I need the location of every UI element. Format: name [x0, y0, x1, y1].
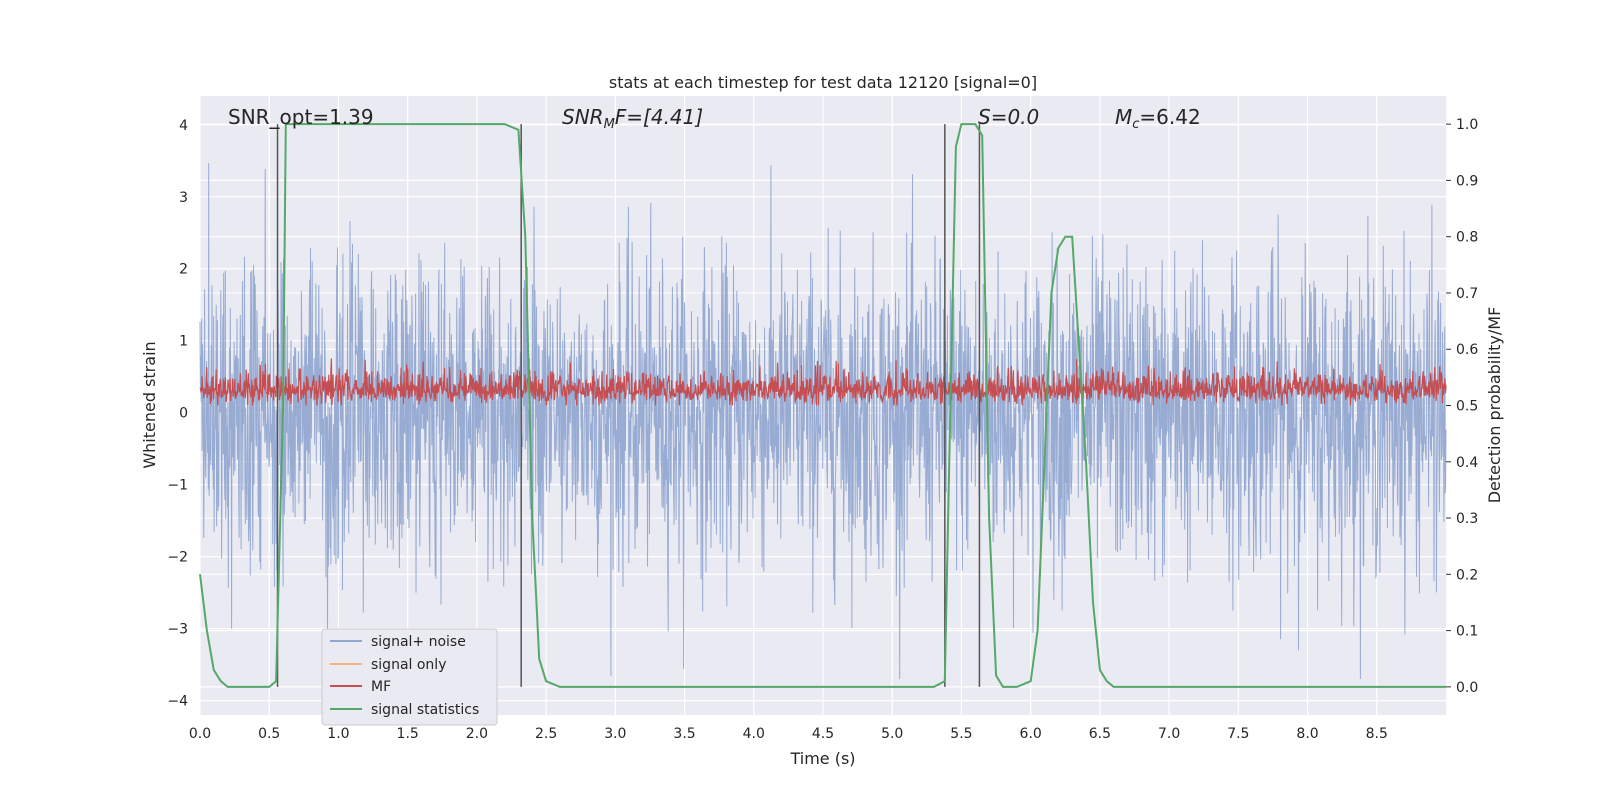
mf-series [199, 358, 1447, 406]
x-tick-label: 8.0 [1296, 726, 1318, 742]
x-tick-label: 4.0 [743, 726, 765, 742]
mf-line [199, 358, 1447, 406]
signal-noise-series [199, 163, 1447, 680]
annotation-snr-mf: SNRMF=[4.41] [562, 105, 703, 132]
y-left-tick-label: 0 [179, 406, 188, 422]
annotation-s: S=0.0 [978, 105, 1039, 129]
x-tick-label: 2.0 [466, 726, 488, 742]
x-tick-label: 6.5 [1089, 726, 1111, 742]
y-right-tick-labels: 1.0 0.9 0.8 0.7 0.6 0.5 0.4 0.3 0.2 0.1 0.0 [1446, 117, 1478, 696]
chart-title: stats at each timestep for test data 121… [609, 73, 1037, 92]
annotation-mc: Mc=6.42 [1115, 105, 1201, 132]
x-tick-label: 0.5 [258, 726, 280, 742]
legend-label-noise: signal+ noise [371, 634, 466, 650]
y-right-tick-label: 0.3 [1456, 511, 1478, 527]
y-right-tick-label: 0.4 [1456, 455, 1478, 471]
x-tick-label: 5.5 [950, 726, 972, 742]
x-tick-label: 8.5 [1366, 726, 1388, 742]
y-right-tick-label: 0.0 [1456, 680, 1478, 696]
x-tick-label: 1.5 [397, 726, 419, 742]
y-right-tick-label: 0.8 [1456, 230, 1478, 246]
y-left-tick-label: −3 [167, 622, 188, 638]
legend-label-signal-only: signal only [371, 657, 446, 673]
y-left-tick-label: 2 [179, 262, 188, 278]
x-tick-label: 3.0 [604, 726, 626, 742]
y-right-tick-label: 0.2 [1456, 567, 1478, 583]
x-tick-label: 2.5 [535, 726, 557, 742]
x-tick-label: 7.5 [1227, 726, 1249, 742]
x-tick-labels: 0.0 0.5 1.0 1.5 2.0 2.5 3.0 3.5 4.0 4.5 5.0 5.5 6.0 6… [189, 726, 1388, 742]
legend-box [321, 628, 498, 726]
y-left-tick-labels: 4 3 2 1 0 −1 −2 −3 −4 [167, 118, 188, 710]
y-left-tick-label: 4 [179, 118, 188, 134]
x-tick-label: 3.5 [673, 726, 695, 742]
vertical-markers [276, 124, 981, 687]
y-right-tick-label: 1.0 [1456, 117, 1478, 133]
y-left-tick-label: 1 [179, 334, 188, 350]
x-tick-label: 5.0 [881, 726, 903, 742]
x-tick-label: 0.0 [189, 726, 211, 742]
annotation-snr-opt: SNR_opt=1.39 [228, 105, 374, 129]
y-left-tick-label: −2 [167, 550, 188, 566]
y-right-tick-label: 0.6 [1456, 342, 1478, 358]
y-axis-label-left: Whitened strain [140, 341, 159, 468]
y-left-tick-label: −4 [167, 694, 188, 710]
legend-label-stats: signal statistics [371, 702, 479, 718]
signal-noise-line [199, 163, 1447, 680]
x-tick-label: 6.0 [1020, 726, 1042, 742]
y-right-tick-label: 0.9 [1456, 173, 1478, 189]
signal-statistics-line [199, 123, 1446, 688]
y-right-tick-label: 0.7 [1456, 286, 1478, 302]
x-axis-label: Time (s) [789, 749, 855, 768]
x-tick-label: 4.5 [812, 726, 834, 742]
y-left-tick-label: 3 [179, 190, 188, 206]
x-tick-label: 1.0 [327, 726, 349, 742]
x-tick-label: 7.0 [1158, 726, 1180, 742]
legend-label-mf: MF [371, 679, 391, 695]
y-right-tick-label: 0.5 [1456, 399, 1478, 415]
legend: signal+ noise signal only MF signal stat… [321, 628, 498, 726]
y-axis-label-right: Detection probability/MF [1485, 307, 1504, 504]
y-right-tick-label: 0.1 [1456, 624, 1478, 640]
y-left-tick-label: −1 [167, 478, 188, 494]
signal-statistics-series [199, 123, 1446, 688]
